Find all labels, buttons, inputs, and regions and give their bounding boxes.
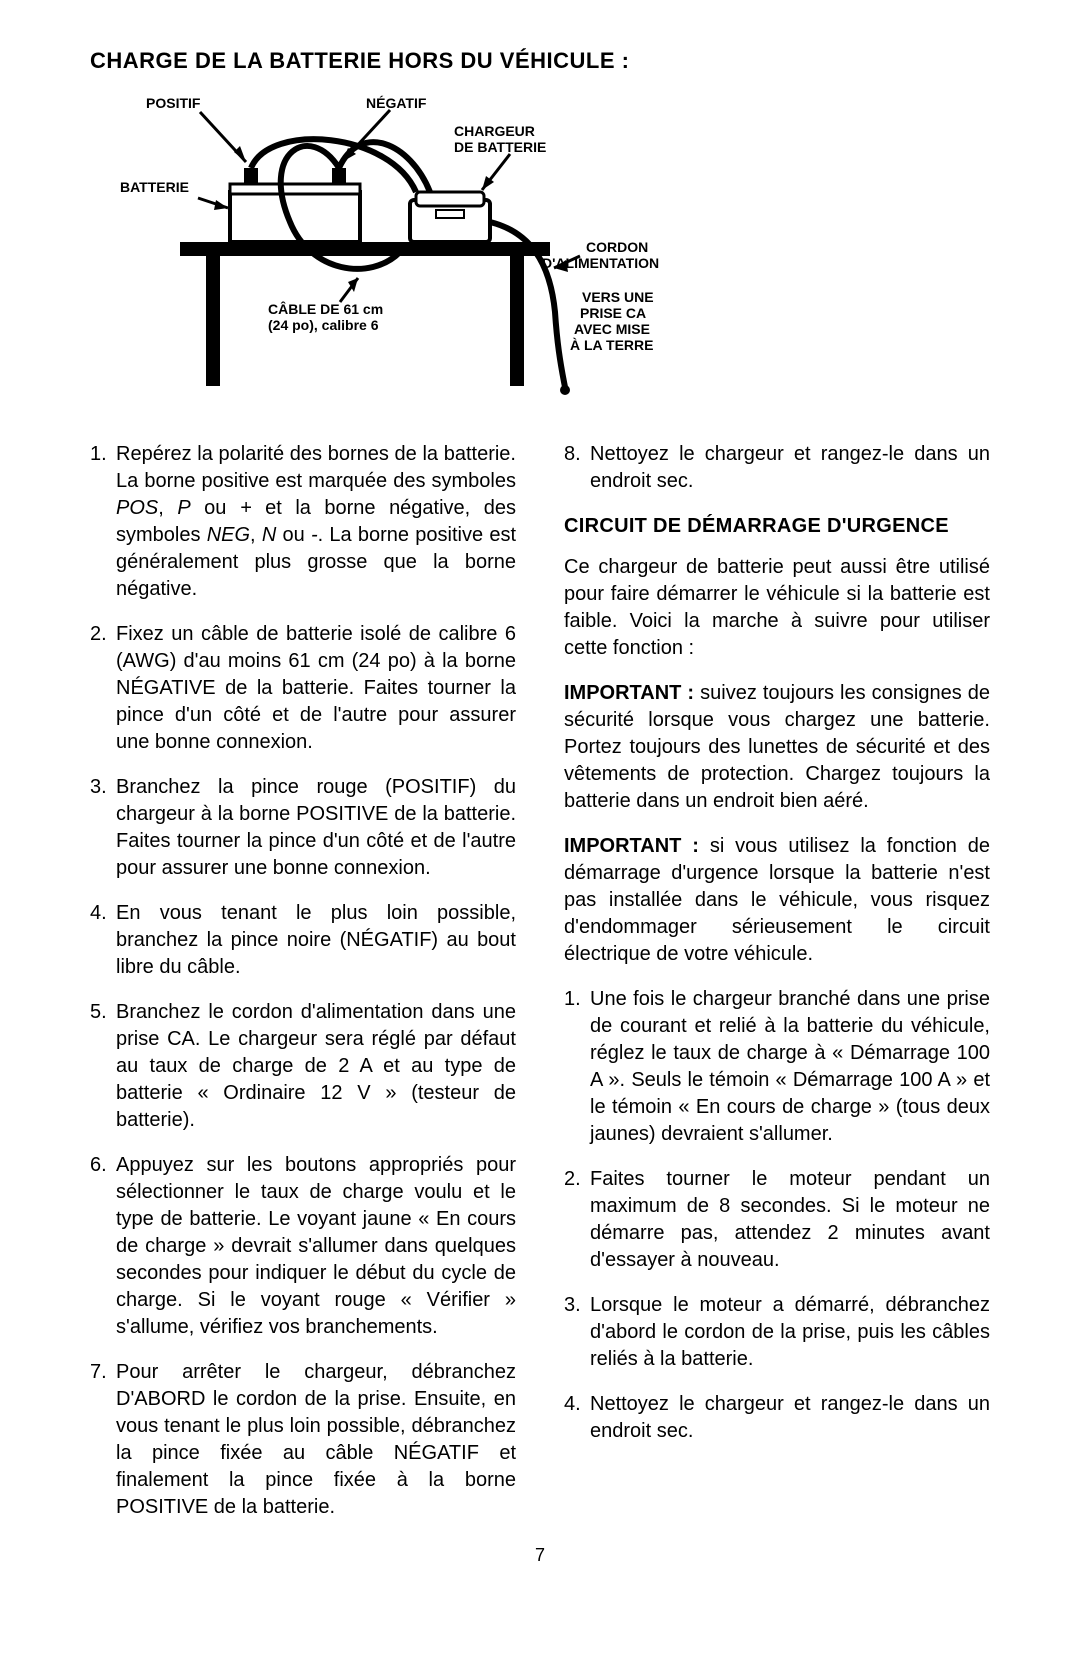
left-list: Repérez la polarité des bornes de la bat… [90, 441, 516, 1521]
list-item: Repérez la polarité des bornes de la bat… [90, 441, 516, 603]
important-label: IMPORTANT : [564, 835, 699, 857]
list-item: Nettoyez le chargeur et rangez-le dans u… [564, 1391, 990, 1445]
svg-text:DE BATTERIE: DE BATTERIE [454, 139, 546, 155]
svg-text:CHARGEUR: CHARGEUR [454, 123, 535, 139]
svg-text:AVEC MISE: AVEC MISE [574, 321, 650, 337]
list-item: En vous tenant le plus loin possible, br… [90, 900, 516, 981]
list-item: Une fois le chargeur branché dans une pr… [564, 986, 990, 1148]
content-columns: Repérez la polarité des bornes de la bat… [90, 441, 990, 1539]
svg-text:NÉGATIF: NÉGATIF [366, 95, 427, 111]
subhead-circuit: CIRCUIT DE DÉMARRAGE D'URGENCE [564, 513, 990, 540]
right-list-continue: Nettoyez le chargeur et rangez-le dans u… [564, 441, 990, 495]
diagram: POSITIF NÉGATIF CHARGEUR DE BATTERIE BAT… [110, 92, 670, 417]
svg-text:BATTERIE: BATTERIE [120, 179, 189, 195]
right-column: Nettoyez le chargeur et rangez-le dans u… [564, 441, 990, 1539]
svg-text:PRISE CA: PRISE CA [580, 305, 646, 321]
svg-text:POSITIF: POSITIF [146, 95, 201, 111]
list-item: Fixez un câble de batterie isolé de cali… [90, 621, 516, 756]
svg-text:(24 po), calibre 6: (24 po), calibre 6 [268, 317, 379, 333]
important-2: IMPORTANT : si vous utilisez la fonction… [564, 833, 990, 968]
list-item: Lorsque le moteur a démarré, débranchez … [564, 1292, 990, 1373]
intro-para: Ce chargeur de batterie peut aussi être … [564, 554, 990, 662]
list-item: Pour arrêter le chargeur, débranchez D'A… [90, 1359, 516, 1521]
important-1: IMPORTANT : suivez toujours les consigne… [564, 680, 990, 815]
svg-text:CÂBLE DE 61 cm: CÂBLE DE 61 cm [268, 300, 383, 317]
list-item: Faites tourner le moteur pendant un maxi… [564, 1166, 990, 1274]
list-item: Nettoyez le chargeur et rangez-le dans u… [564, 441, 990, 495]
list-item: Appuyez sur les boutons appropriés pour … [90, 1152, 516, 1341]
svg-text:CORDON: CORDON [586, 239, 648, 255]
page-number: 7 [90, 1545, 990, 1566]
left-column: Repérez la polarité des bornes de la bat… [90, 441, 516, 1539]
important-label: IMPORTANT : [564, 682, 694, 704]
svg-text:D'ALIMENTATION: D'ALIMENTATION [542, 255, 659, 271]
list-item: Branchez la pince rouge (POSITIF) du cha… [90, 774, 516, 882]
list-item: Branchez le cordon d'alimentation dans u… [90, 999, 516, 1134]
svg-text:À LA TERRE: À LA TERRE [570, 337, 653, 353]
svg-text:VERS UNE: VERS UNE [582, 289, 654, 305]
right-list: Une fois le chargeur branché dans une pr… [564, 986, 990, 1445]
page-title: CHARGE DE LA BATTERIE HORS DU VÉHICULE : [90, 48, 990, 74]
